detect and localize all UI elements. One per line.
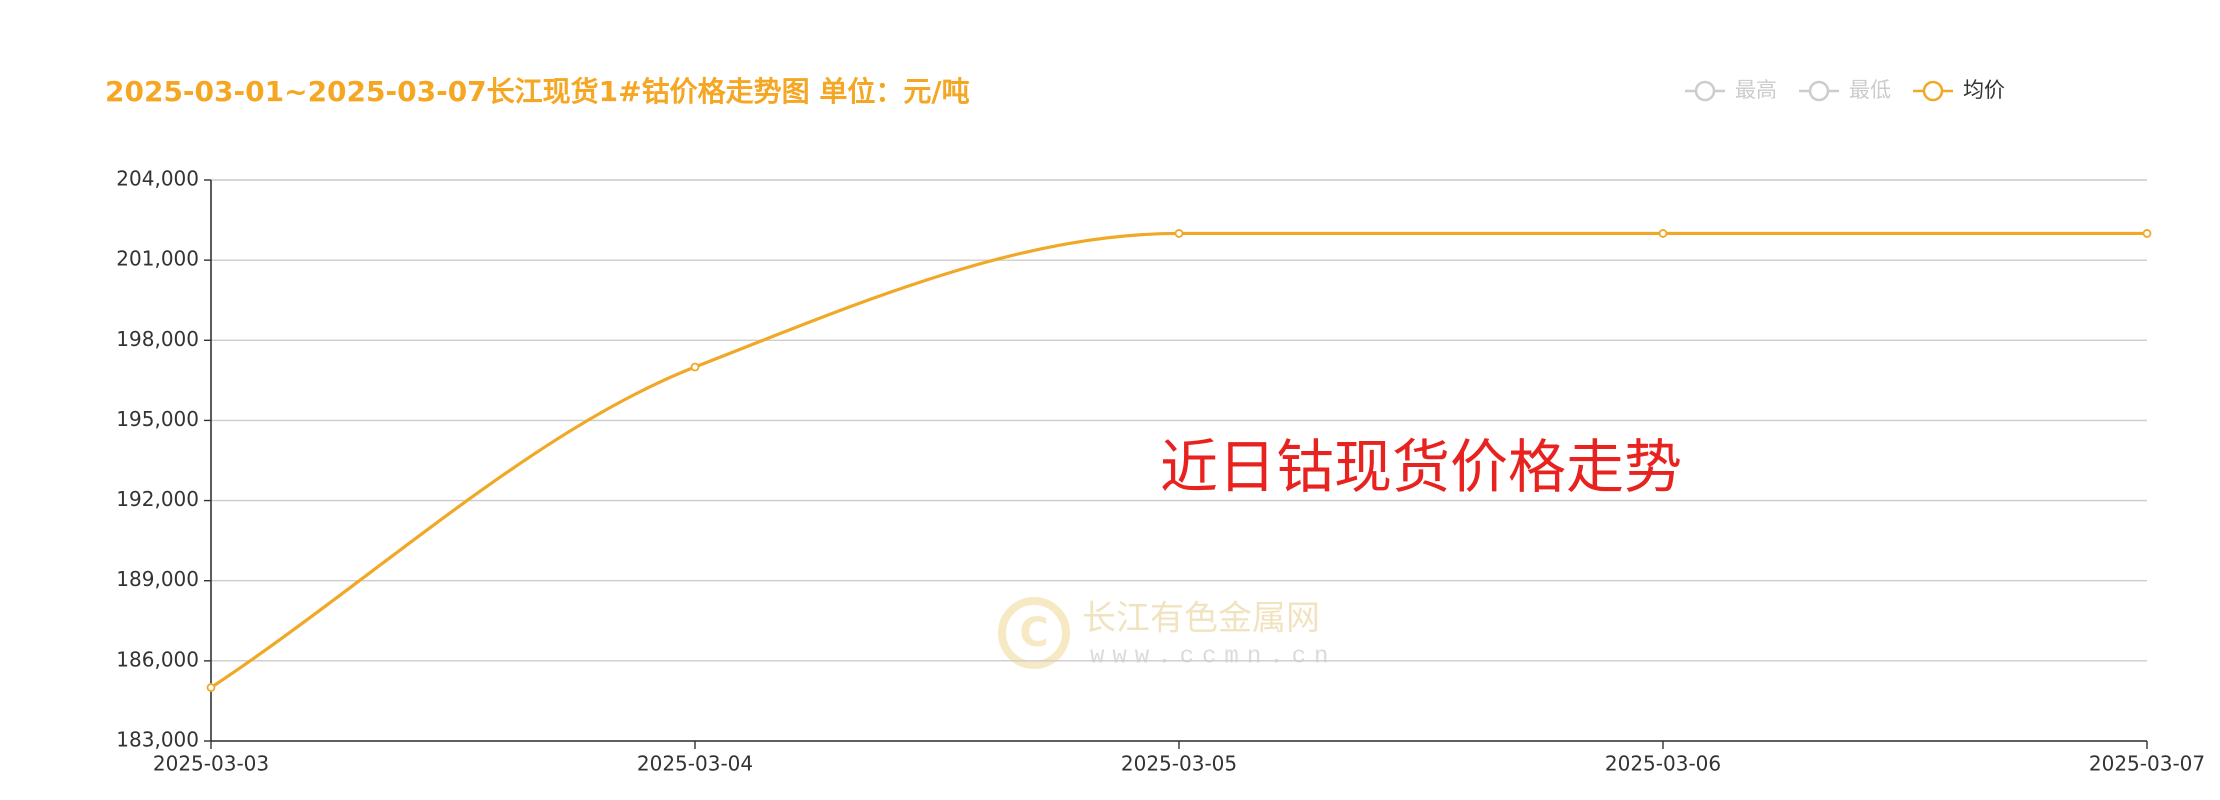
y-tick-label: 186,000 <box>116 647 199 671</box>
y-tick-label: 198,000 <box>116 327 199 351</box>
y-tick-label: 192,000 <box>116 487 199 511</box>
chart-title: 2025-03-01~2025-03-07长江现货1#钴价格走势图 单位：元/吨 <box>105 75 970 108</box>
x-tick-label: 2025-03-06 <box>1605 752 1721 776</box>
y-tick-label: 195,000 <box>116 407 199 431</box>
x-tick-label: 2025-03-04 <box>637 752 753 776</box>
legend-label: 最低 <box>1849 78 1891 102</box>
x-tick-label: 2025-03-05 <box>1121 752 1237 776</box>
watermark: C 长江有色金属网 www.ccmn.cn <box>998 597 1336 670</box>
legend-marker <box>1694 80 1716 102</box>
x-tick-label: 2025-03-07 <box>2089 752 2205 776</box>
point <box>1658 229 1668 238</box>
point <box>2142 229 2152 238</box>
point <box>206 683 216 692</box>
legend-marker <box>1922 80 1944 102</box>
watermark-logo <box>998 597 1070 669</box>
y-tick-label: 189,000 <box>116 567 199 591</box>
watermark-name: 长江有色金属网 <box>1082 599 1320 639</box>
y-tick-label: 183,000 <box>116 728 199 752</box>
annotation: 近日钴现货价格走势 <box>1160 433 1682 501</box>
watermark-logo-letter: C <box>1019 610 1048 656</box>
legend-marker <box>1808 80 1830 102</box>
point <box>690 362 700 372</box>
y-tick-label: 204,000 <box>116 167 199 191</box>
line <box>210 231 2147 689</box>
y-tick-label: 201,000 <box>116 247 199 271</box>
legend-label: 最高 <box>1735 78 1777 102</box>
point <box>1174 229 1184 238</box>
x-tick-label: 2025-03-03 <box>153 752 269 776</box>
watermark-url: www.ccmn.cn <box>1090 643 1336 670</box>
legend-label: 均价 <box>1963 78 2005 102</box>
